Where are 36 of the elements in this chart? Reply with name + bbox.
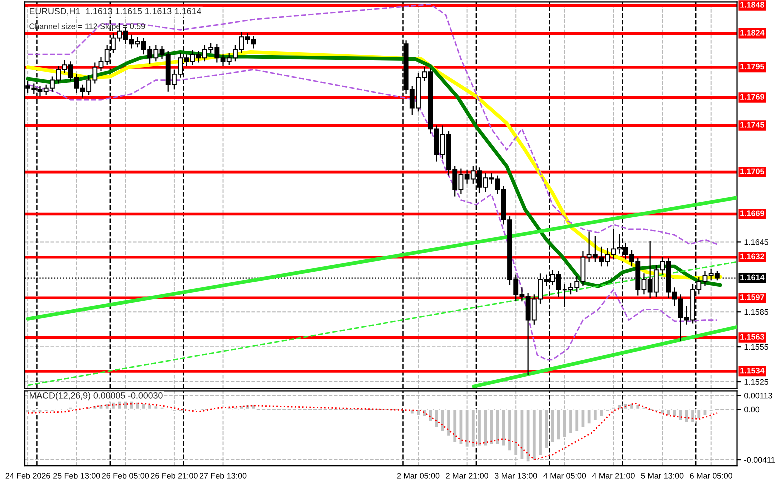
ref-line-label: 1.1705 xyxy=(740,168,765,174)
line-series xyxy=(27,69,718,361)
y-tick-label: 0.00113 xyxy=(744,393,772,399)
x-tick-label: 26 Feb 21:00 xyxy=(151,472,198,479)
ref-line-label: 1.1824 xyxy=(740,30,765,36)
ref-line-label: 1.1795 xyxy=(740,64,765,70)
ref-line-label: 1.1769 xyxy=(740,94,764,100)
x-tick-label: 26 Feb 05:00 xyxy=(102,472,150,479)
ref-line-label: 1.1534 xyxy=(740,368,765,374)
x-tick-label: 4 Mar 21:00 xyxy=(592,473,635,479)
ref-line-label: 1.1632 xyxy=(740,254,764,260)
ref-line-label: 1.1848 xyxy=(740,2,765,8)
ref-line-label: 1.1614 xyxy=(740,274,765,280)
y-tick-label: 1.1585 xyxy=(744,309,769,316)
line-series xyxy=(27,402,718,461)
ref-line-label: 1.1669 xyxy=(740,210,764,216)
x-tick-label: 6 Mar 05:00 xyxy=(690,473,733,479)
y-tick-label: 1.1645 xyxy=(744,239,769,246)
y-tick-label: 1.1555 xyxy=(744,344,769,350)
x-tick-label: 25 Feb 13:00 xyxy=(54,472,100,479)
ref-line-label: 1.1563 xyxy=(740,334,764,340)
text: EURUSD,H1 1.1613 1.1615 1.1613 1.1614 xyxy=(30,8,202,16)
x-tick-label: 5 Mar 13:00 xyxy=(641,473,684,479)
x-tick-label: 27 Feb 13:00 xyxy=(200,472,247,479)
x-tick-label: 2 Mar 05:00 xyxy=(397,473,440,479)
x-tick-label: 4 Mar 05:00 xyxy=(544,473,586,479)
ref-line-label: 1.1597 xyxy=(740,294,764,300)
ref-line-label: 1.1745 xyxy=(740,122,765,128)
y-tick-label: 0.00 xyxy=(744,406,760,413)
x-tick-label: 3 Mar 13:00 xyxy=(494,473,538,479)
x-tick-label: 24 Feb 2026 xyxy=(6,472,50,479)
y-tick-label: 1.1525 xyxy=(744,379,769,386)
chart-title: MACD(12,26,9) 0.00005 -0.00030 xyxy=(30,392,163,401)
y-tick-label: -0.00411 xyxy=(744,457,776,464)
x-tick-label: 2 Mar 21:00 xyxy=(446,473,488,479)
line-series xyxy=(27,4,718,246)
